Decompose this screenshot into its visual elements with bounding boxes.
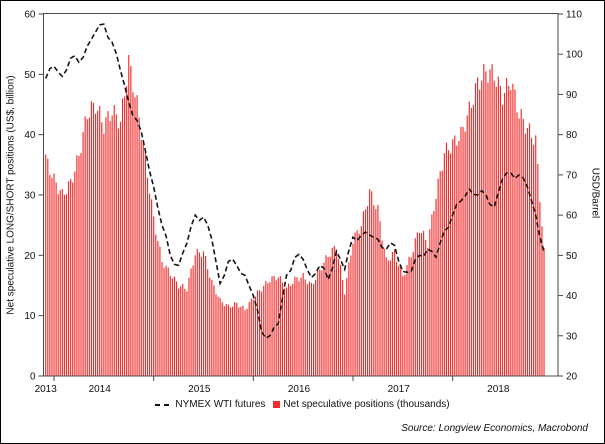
svg-text:110: 110 xyxy=(566,10,582,21)
legend: NYMEX WTI futures Net speculative positi… xyxy=(1,399,604,410)
red-square-legend-icon xyxy=(273,401,281,408)
legend-item-line: NYMEX WTI futures xyxy=(155,399,265,410)
svg-text:2018: 2018 xyxy=(487,384,510,395)
legend-label-line: NYMEX WTI futures xyxy=(175,399,266,410)
svg-text:20: 20 xyxy=(566,372,578,383)
svg-text:2015: 2015 xyxy=(188,384,211,395)
svg-text:90: 90 xyxy=(566,90,578,101)
svg-text:50: 50 xyxy=(24,70,36,81)
svg-text:2017: 2017 xyxy=(388,384,411,395)
svg-text:80: 80 xyxy=(566,130,578,141)
svg-text:40: 40 xyxy=(24,130,36,141)
svg-text:2013: 2013 xyxy=(35,384,58,395)
svg-text:30: 30 xyxy=(566,331,578,342)
svg-text:70: 70 xyxy=(566,170,578,181)
right-axis-title: USD/Barrel xyxy=(589,167,601,219)
svg-text:60: 60 xyxy=(24,10,36,21)
dashed-line-legend-icon xyxy=(155,403,173,406)
axes: 0 10 20 30 40 50 60 20 30 40 50 60 70 80 90 100 110 2013 2… xyxy=(24,10,583,396)
svg-text:10: 10 xyxy=(24,311,36,322)
svg-text:30: 30 xyxy=(24,191,36,202)
svg-text:2014: 2014 xyxy=(89,384,112,395)
svg-text:2016: 2016 xyxy=(288,384,311,395)
legend-item-bars: Net speculative positions (thousands) xyxy=(273,399,450,410)
svg-text:40: 40 xyxy=(566,291,578,302)
svg-text:0: 0 xyxy=(30,372,36,383)
wti-line-series xyxy=(44,23,545,340)
bars-series xyxy=(45,54,545,377)
svg-text:50: 50 xyxy=(566,251,578,262)
source-note: Source: Longview Economics, Macrobond xyxy=(401,423,588,434)
legend-label-bars: Net speculative positions (thousands) xyxy=(283,399,450,410)
svg-text:100: 100 xyxy=(566,50,583,61)
svg-text:60: 60 xyxy=(566,211,578,222)
svg-text:20: 20 xyxy=(24,251,36,262)
left-axis-title: Net speculative LONG/SHORT positions (US… xyxy=(5,75,17,315)
